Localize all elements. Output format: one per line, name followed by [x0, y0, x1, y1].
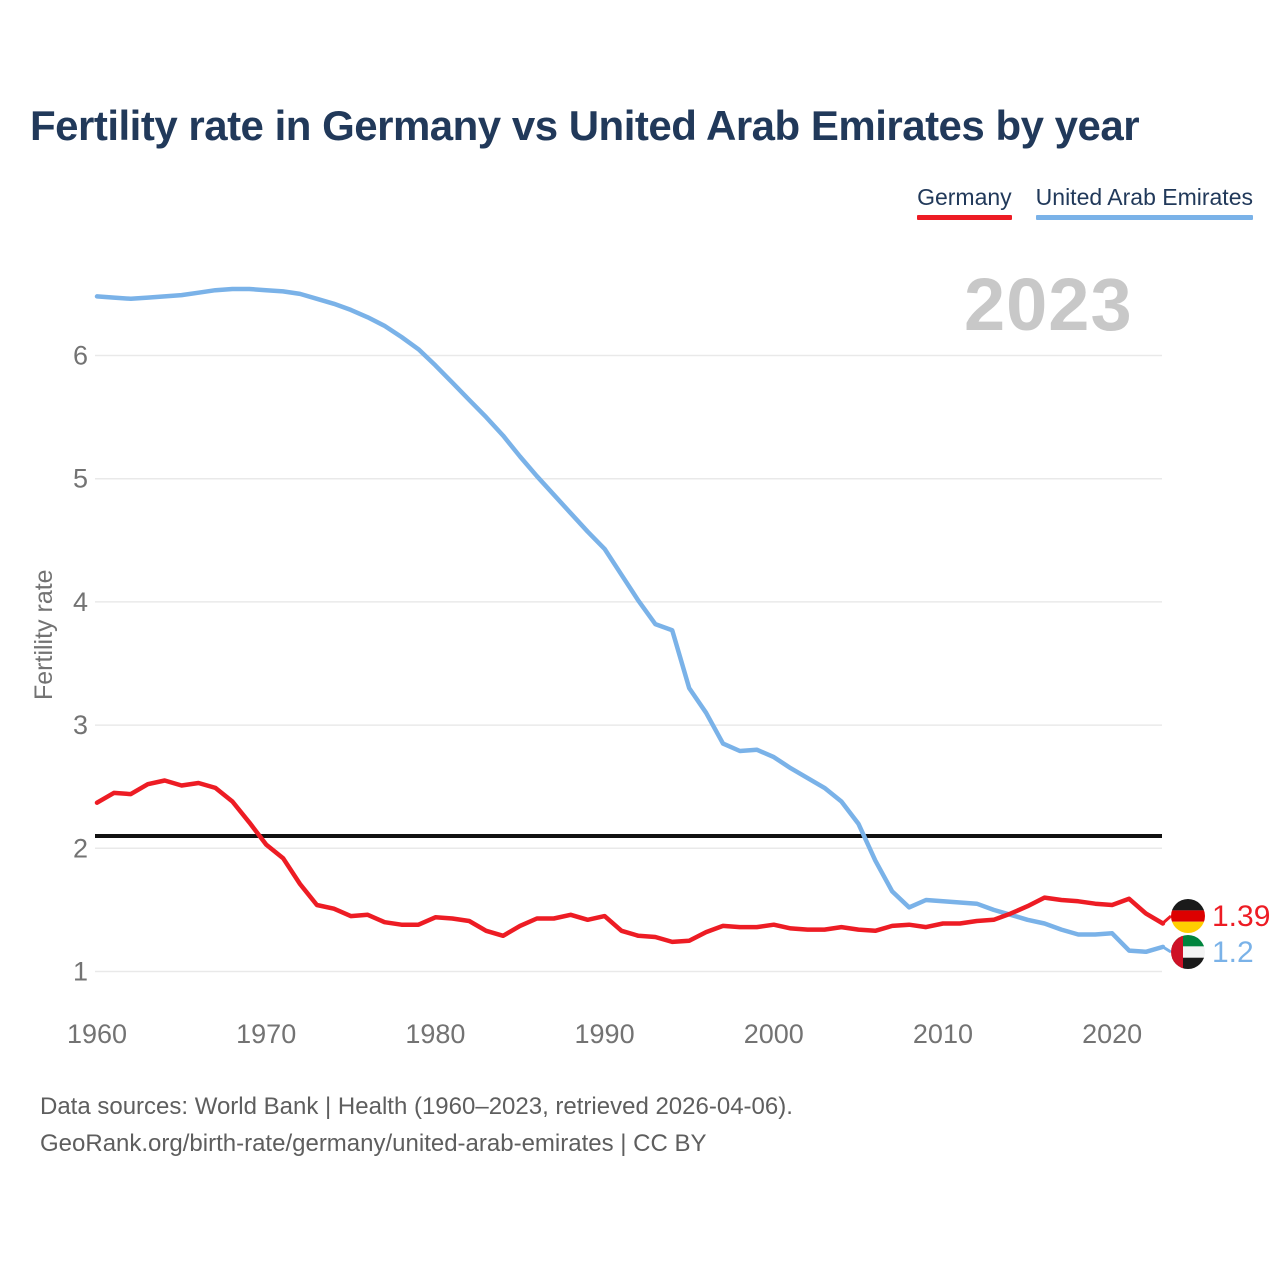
- uae-flag-icon: [1171, 935, 1205, 969]
- legend-item-uae[interactable]: United Arab Emirates: [1035, 184, 1253, 220]
- uae-end-connector: [1162, 945, 1172, 954]
- year-watermark: 2023: [964, 263, 1133, 346]
- legend-label-germany: Germany: [917, 184, 1012, 210]
- x-tick-label-2010: 2010: [913, 1019, 973, 1049]
- footer-attribution: GeoRank.org/birth-rate/germany/united-ar…: [40, 1130, 707, 1157]
- y-tick-label-4: 4: [73, 587, 88, 617]
- x-tick-label-1960: 1960: [67, 1019, 127, 1049]
- page-title: Fertility rate in Germany vs United Arab…: [30, 102, 1140, 149]
- y-tick-label-6: 6: [73, 341, 88, 371]
- y-tick-label-1: 1: [73, 957, 88, 987]
- x-axis-labels: 1960 1970 1980 1990 2000 2010 2020: [67, 1019, 1142, 1049]
- uae-end-value-label: 1.2: [1212, 936, 1254, 969]
- germany-end-connector: [1162, 914, 1172, 925]
- legend-item-germany[interactable]: Germany: [917, 184, 1012, 220]
- y-axis-title: Fertility rate: [30, 569, 58, 700]
- x-tick-label-1990: 1990: [575, 1019, 635, 1049]
- y-tick-label-3: 3: [73, 710, 88, 740]
- x-tick-label-1970: 1970: [236, 1019, 296, 1049]
- x-tick-label-2000: 2000: [744, 1019, 804, 1049]
- y-tick-label-5: 5: [73, 464, 88, 494]
- legend-color-bar-germany: [917, 215, 1012, 220]
- germany-series-line[interactable]: [94, 778, 1166, 945]
- y-tick-label-2: 2: [73, 833, 88, 863]
- germany-end-value-label: 1.39: [1212, 900, 1270, 933]
- uae-series-line[interactable]: [94, 286, 1166, 955]
- legend: Germany United Arab Emirates: [917, 184, 1253, 220]
- x-tick-label-2020: 2020: [1082, 1019, 1142, 1049]
- y-gridlines-and-labels: 6 5 4 3 2 1: [73, 341, 1162, 987]
- legend-label-uae: United Arab Emirates: [1035, 184, 1253, 210]
- germany-flag-icon: [1171, 899, 1205, 933]
- x-tick-label-1980: 1980: [405, 1019, 465, 1049]
- legend-color-bar-uae: [1035, 215, 1253, 220]
- footer: Data sources: World Bank | Health (1960–…: [40, 1088, 793, 1162]
- footer-data-sources: Data sources: World Bank | Health (1960–…: [40, 1093, 793, 1120]
